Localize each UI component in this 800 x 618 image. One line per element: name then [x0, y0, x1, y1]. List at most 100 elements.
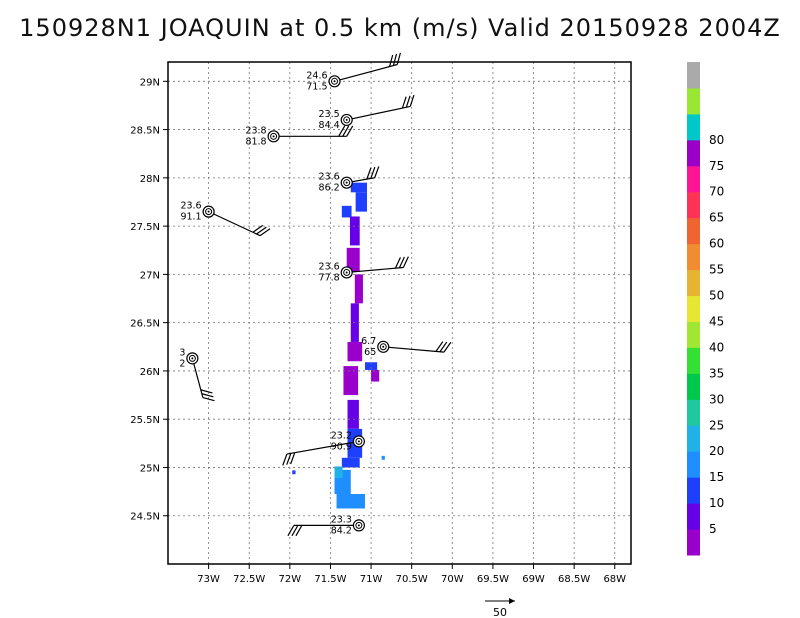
colorbar-label: 70: [709, 185, 724, 199]
x-tick-label: 68W: [603, 574, 626, 585]
station-top-value: 23.8: [245, 125, 266, 136]
swath-cell: [354, 274, 363, 304]
wind-barb: [346, 94, 415, 121]
barb-flag: [342, 125, 350, 137]
station-ring-inner: [270, 132, 278, 140]
barb-flag: [200, 389, 213, 394]
station-ring-inner: [331, 77, 339, 85]
station-dot: [207, 210, 210, 213]
station-ring-inner: [205, 208, 213, 216]
colorbar-swatch: [687, 425, 700, 452]
colorbar-swatch: [687, 477, 700, 504]
colorbar-swatch: [687, 503, 700, 530]
barb-flag: [282, 453, 288, 466]
colorbar-swatch: [687, 295, 700, 322]
wind-barb: [208, 211, 271, 237]
colorbar-swatch: [687, 87, 700, 115]
x-tick-label: 71.5W: [314, 574, 346, 585]
plot-frame: [167, 61, 632, 565]
stations: 24.671.523.584.423.881.823.686.223.691.1…: [179, 52, 452, 536]
barb-shaft: [346, 105, 411, 121]
station-marker: 23.290.9: [331, 430, 365, 452]
y-tick-label: 26N: [140, 367, 160, 378]
station-marker: 24.671.5: [306, 70, 341, 92]
station-dot: [345, 181, 348, 184]
station-ring-inner: [355, 521, 363, 529]
y-tick-label: 25N: [140, 463, 160, 474]
barb-flag: [439, 341, 448, 353]
barb-flag: [398, 256, 405, 269]
colorbar-swatch: [687, 217, 700, 245]
colorbar-label: 40: [709, 340, 724, 354]
station-dot: [357, 440, 360, 443]
colorbar-label: 60: [709, 237, 724, 251]
barb-flag: [409, 94, 415, 107]
barb-flag: [374, 166, 380, 178]
colorbar-swatch: [687, 373, 700, 400]
barb-flag: [338, 125, 346, 137]
swath-cell: [349, 216, 360, 246]
colorbar-swatch: [687, 321, 700, 348]
colorbar-label: 75: [709, 159, 724, 173]
colorbar-label: 55: [709, 263, 724, 277]
station-dot: [357, 524, 360, 527]
wind-barb: [282, 440, 359, 466]
colorbar-label: 20: [709, 444, 724, 458]
y-tick-label: 29N: [140, 77, 160, 88]
station-ring-inner: [188, 354, 196, 362]
colorbar-swatch: [687, 243, 700, 271]
station-dot: [191, 357, 194, 360]
station-top-value: 23.5: [319, 109, 340, 120]
barb-flag: [290, 452, 296, 465]
colorbar-swatch: [687, 62, 700, 89]
barb-shaft: [383, 346, 444, 353]
barb-flag: [202, 397, 215, 402]
colorbar-label: 65: [709, 211, 724, 225]
station-marker: 23.677.8: [319, 261, 353, 283]
station-ring-inner: [343, 268, 351, 276]
station-top-value: 6.7: [361, 336, 376, 347]
swath-cell: [336, 494, 365, 509]
x-tick-label: 72.5W: [233, 574, 265, 585]
station-dot: [272, 135, 275, 138]
station-dot: [382, 345, 385, 348]
station-marker: 23.384.2: [331, 514, 365, 536]
station-top-value: 23.2: [331, 430, 352, 441]
y-tick-label: 28.5N: [130, 126, 160, 137]
colorbar: 5 10 15 20 25 30 35 40 45 50 55 60 65 70 75 80: [687, 62, 724, 556]
chart-title: 150928N1 JOAQUIN at 0.5 km (m/s) Valid 2…: [19, 14, 781, 42]
barb-flag: [256, 226, 267, 235]
barb-flag: [252, 224, 264, 233]
station-bottom-value: 2: [179, 358, 185, 369]
barb-flag: [394, 257, 401, 269]
x-tick-label: 69W: [522, 574, 545, 585]
barb-shaft: [208, 211, 261, 237]
barb-flag: [286, 453, 292, 465]
barb-shaft: [334, 63, 398, 82]
station-top-value: 23.6: [319, 261, 340, 272]
barb-flag: [435, 341, 444, 352]
colorbar-swatch: [687, 165, 700, 193]
swath-cell: [292, 470, 296, 475]
station-bottom-value: 81.8: [245, 136, 266, 147]
wind-barb: [191, 358, 215, 402]
x-tick-label: 73W: [197, 574, 220, 585]
station-bottom-value: 71.5: [306, 81, 327, 92]
station-ring-inner: [343, 116, 351, 124]
colorbar-label: 50: [709, 289, 724, 303]
station-marker: 23.686.2: [319, 172, 353, 194]
station-dot: [345, 271, 348, 274]
station-ring-inner: [355, 437, 363, 445]
y-tick-label: 26.5N: [130, 319, 160, 330]
swath-cell: [350, 182, 368, 193]
colorbar-label: 30: [709, 392, 724, 406]
station-top-value: 24.6: [306, 70, 327, 81]
station-bottom-value: 90.9: [331, 441, 352, 452]
barb-flag: [401, 96, 407, 109]
swath-cell: [364, 362, 378, 370]
wind-barb: [346, 256, 409, 274]
station-bottom-value: 86.2: [319, 183, 340, 194]
x-tick-label: 69.5W: [477, 574, 509, 585]
station-bottom-value: 91.1: [180, 212, 201, 223]
